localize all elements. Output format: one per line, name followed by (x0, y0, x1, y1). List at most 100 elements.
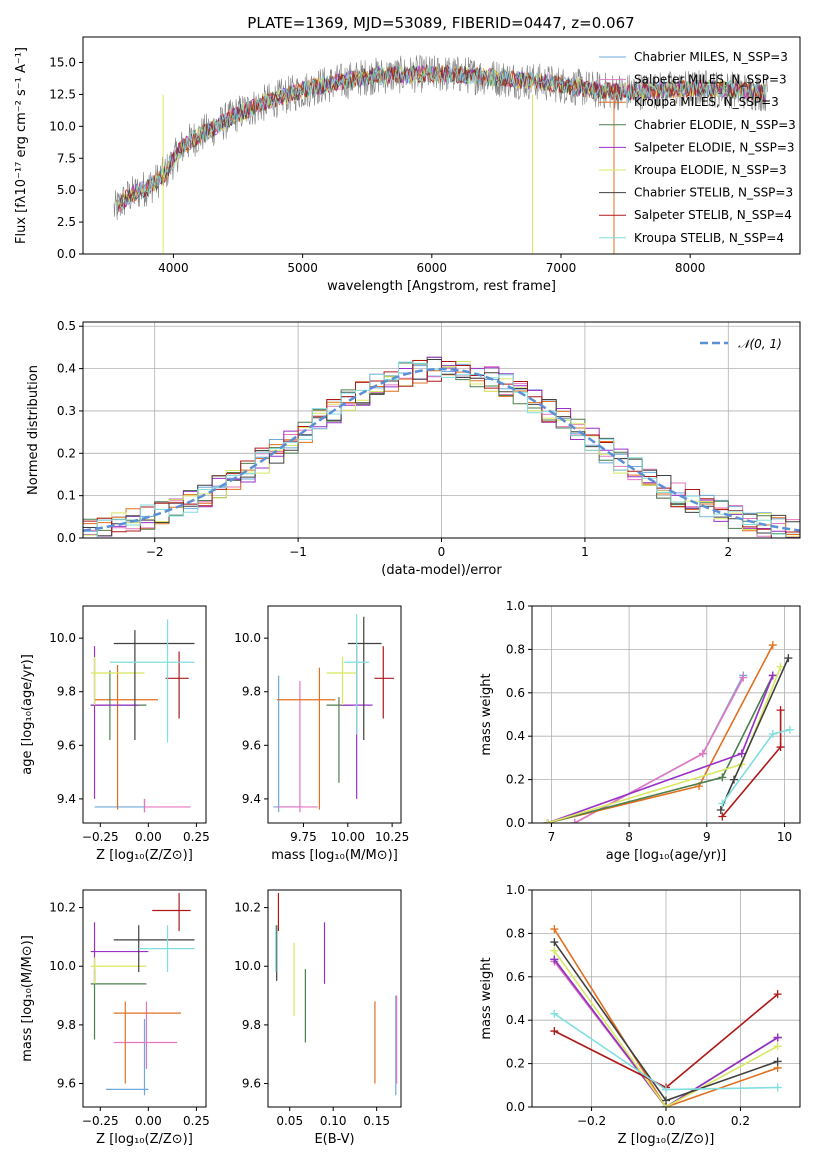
x-axis-label: mass [log₁₀(M/M⊙)] (271, 848, 398, 863)
x-tick-label: 7000 (546, 261, 577, 275)
y-tick-label: 9.8 (57, 685, 76, 699)
data-point-marker (718, 812, 727, 821)
plot-area (273, 614, 394, 813)
x-axis-label: Z [log₁₀(Z/Z⊙)] (96, 1132, 193, 1147)
x-tick-label: 2 (724, 545, 732, 559)
plot-area (543, 641, 794, 823)
data-point-marker (550, 938, 559, 947)
y-tick-label: 1.0 (506, 883, 525, 897)
legend-entry: Chabrier STELIB, N_SSP=3 (634, 186, 793, 200)
y-tick-label: 9.8 (242, 685, 261, 699)
y-tick-label: 0.4 (506, 1013, 525, 1027)
y-tick-label: 0.2 (506, 1057, 525, 1071)
data-point-marker (768, 641, 777, 650)
x-tick-label: 0.15 (363, 1114, 390, 1128)
data-point-marker (773, 1083, 782, 1092)
y-tick-label: 10.2 (49, 901, 76, 915)
axes-frame (267, 889, 402, 1108)
data-point-marker (550, 955, 559, 964)
y-tick-label: 0.5 (57, 319, 76, 333)
x-tick-label: 0.0 (656, 1114, 675, 1128)
series-line (547, 675, 774, 823)
data-point-marker (776, 743, 785, 752)
y-tick-label: 0.2 (506, 773, 525, 787)
series-line (547, 675, 774, 823)
data-point-marker (662, 1096, 670, 1105)
series-line (553, 928, 778, 1107)
y-axis-label: mass [log₁₀(M/M⊙)] (20, 935, 35, 1062)
x-tick-label: 10.00 (331, 830, 365, 844)
x-tick-label: 1 (581, 545, 589, 559)
data-point-marker (773, 1042, 782, 1051)
data-point-marker (785, 725, 794, 734)
legend-entry: Kroupa MILES, N_SSP=3 (634, 95, 779, 109)
y-tick-label: 9.6 (57, 1077, 76, 1091)
y-tick-label: 0.6 (506, 686, 525, 700)
y-tick-label: 15.0 (49, 56, 76, 70)
y-tick-label: 0.6 (506, 970, 525, 984)
plot-area (550, 925, 782, 1107)
y-tick-label: 10.2 (234, 901, 261, 915)
data-point-marker (550, 1027, 559, 1036)
y-tick-label: 9.4 (242, 792, 261, 806)
y-axis-label: mass weight (479, 957, 494, 1039)
y-tick-label: 9.6 (242, 738, 261, 752)
plot-area (83, 356, 800, 538)
data-point-marker (718, 799, 727, 808)
x-tick-label: 0 (438, 545, 446, 559)
x-axis-label: wavelength [Angstrom, rest frame] (327, 279, 556, 294)
y-axis-label: Normed distribution (26, 365, 41, 495)
panel-residuals: −2 −1 0 1 2 0.0 0.1 0.2 0.3 0.4 0.5 (data-model)/er… (26, 319, 801, 578)
data-point-marker (698, 749, 707, 758)
y-tick-label: 10.0 (49, 119, 76, 133)
legend-entry: Salpeter ELODIE, N_SSP=3 (634, 140, 795, 154)
data-point-marker (550, 1009, 559, 1018)
y-tick-label: 10.0 (234, 959, 261, 973)
x-tick-label: 8 (625, 830, 633, 844)
legend-entry: Chabrier ELODIE, N_SSP=3 (634, 118, 796, 132)
y-axis-label: mass weight (479, 673, 494, 755)
data-point-marker (773, 990, 782, 999)
x-tick-label: 0.00 (135, 830, 162, 844)
x-tick-label: −2 (146, 545, 164, 559)
panel-age_vs_mass: 9.75 10.00 10.25 9.4 9.6 9.8 10.0 mass [log₁₀(M… (234, 605, 409, 863)
x-axis-label: Z [log₁₀(Z/Z⊙)] (96, 848, 193, 863)
y-tick-label: 9.8 (57, 1018, 76, 1032)
y-axis-label: age [log₁₀(age/yr)] (20, 654, 35, 775)
data-point-marker (739, 673, 748, 682)
y-tick-label: 0.1 (57, 489, 76, 503)
y-tick-label: 12.5 (49, 87, 76, 101)
x-tick-label: 10.25 (375, 830, 409, 844)
panel-mass_vs_Z: −0.25 0.00 0.25 9.6 9.8 10.0 10.2 Z [log₁₀(Z/Z⊙… (20, 889, 210, 1147)
y-tick-label: 5.0 (57, 183, 76, 197)
axes-frame (82, 605, 207, 824)
panel-massweight_vs_age: 7 8 9 10 0.0 0.2 0.4 0.6 0.8 1.0 age [log₁₀(age/yr… (479, 599, 801, 863)
x-tick-label: −0.25 (82, 830, 119, 844)
series-line (553, 958, 779, 1107)
model-spectrum-kroupa-stelib (116, 64, 766, 216)
data-point-marker (550, 946, 559, 955)
y-tick-label: 0.0 (506, 1100, 525, 1114)
panel-massweight_vs_Z: −0.2 0.0 0.2 0.0 0.2 0.4 0.6 0.8 1.0 Z [log₁₀(Z/Z… (479, 883, 801, 1147)
x-tick-label: −1 (289, 545, 307, 559)
y-tick-label: 9.8 (242, 1018, 261, 1032)
x-tick-label: 8000 (675, 261, 706, 275)
y-tick-label: 0.2 (57, 446, 76, 460)
hist-kroupa-stelib (83, 361, 800, 538)
y-tick-label: 0.0 (57, 531, 76, 545)
y-tick-label: 0.4 (506, 729, 525, 743)
model-spectrum-salpeter-stelib (116, 63, 766, 216)
y-tick-label: 9.6 (57, 738, 76, 752)
y-tick-label: 9.6 (242, 1077, 261, 1091)
data-point-marker (773, 1057, 782, 1066)
data-point-marker (773, 1033, 782, 1042)
data-point-marker (768, 730, 777, 739)
x-tick-label: 0.2 (731, 1114, 750, 1128)
plot-area (113, 54, 768, 254)
plot-area (90, 619, 195, 813)
panel-spectrum: 4000 5000 6000 7000 8000 0.0 2.5 5.0 7.5 10.0 12.5… (14, 36, 801, 294)
legend-entry: Chabrier MILES, N_SSP=3 (634, 50, 788, 64)
x-tick-label: 6000 (417, 261, 448, 275)
x-axis-label: age [log₁₀(age/yr)] (606, 848, 727, 863)
